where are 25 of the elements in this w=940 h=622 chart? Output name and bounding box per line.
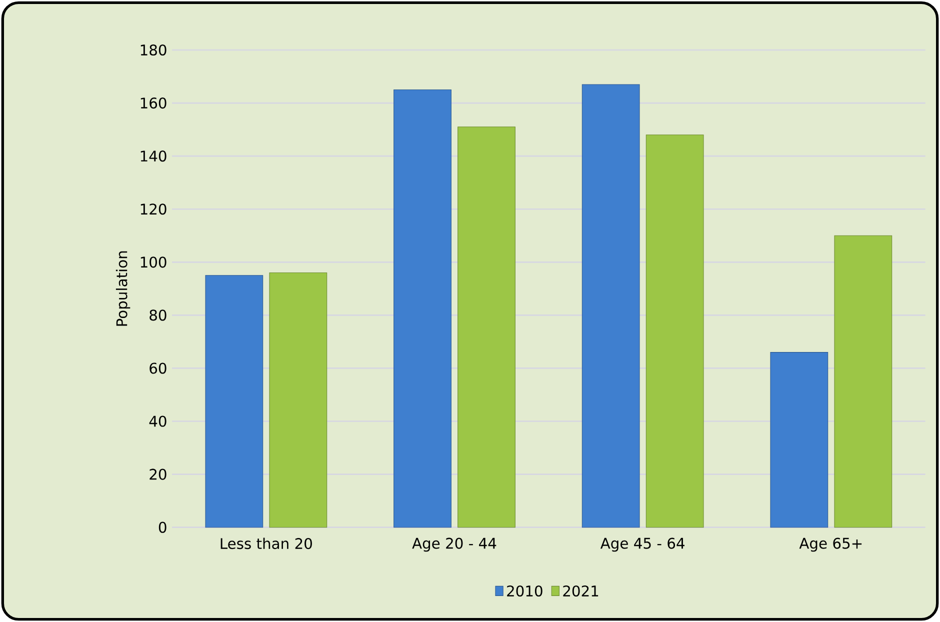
bar <box>834 235 892 528</box>
y-tick-label: 160 <box>140 98 166 109</box>
y-tick-label: 80 <box>150 310 166 321</box>
bar <box>458 126 516 528</box>
bar <box>582 84 640 528</box>
y-tick-label: 60 <box>150 362 166 374</box>
y-axis-title: Population <box>116 251 130 326</box>
bar <box>269 272 328 528</box>
bar <box>646 134 704 528</box>
y-tick-label: 40 <box>149 416 166 427</box>
y-tick-label: 100 <box>140 256 166 268</box>
y-tick-label: 20 <box>150 468 166 480</box>
y-tick-label: 0 <box>158 522 166 533</box>
legend-label: 2010 <box>507 585 542 597</box>
y-tick-label: 140 <box>140 150 166 162</box>
y-tick-label: 120 <box>140 204 166 215</box>
legend-label: 2021 <box>563 585 598 597</box>
y-tick-label: 180 <box>140 44 166 56</box>
x-tick-label: Age 45 - 64 <box>600 538 684 552</box>
bar <box>394 90 452 528</box>
x-tick-label: Less than 20 <box>220 538 312 550</box>
bar <box>770 352 828 528</box>
x-tick-label: Age 20 - 44 <box>412 538 496 552</box>
bar <box>205 275 264 528</box>
x-tick-label: Age 65+ <box>799 538 862 552</box>
